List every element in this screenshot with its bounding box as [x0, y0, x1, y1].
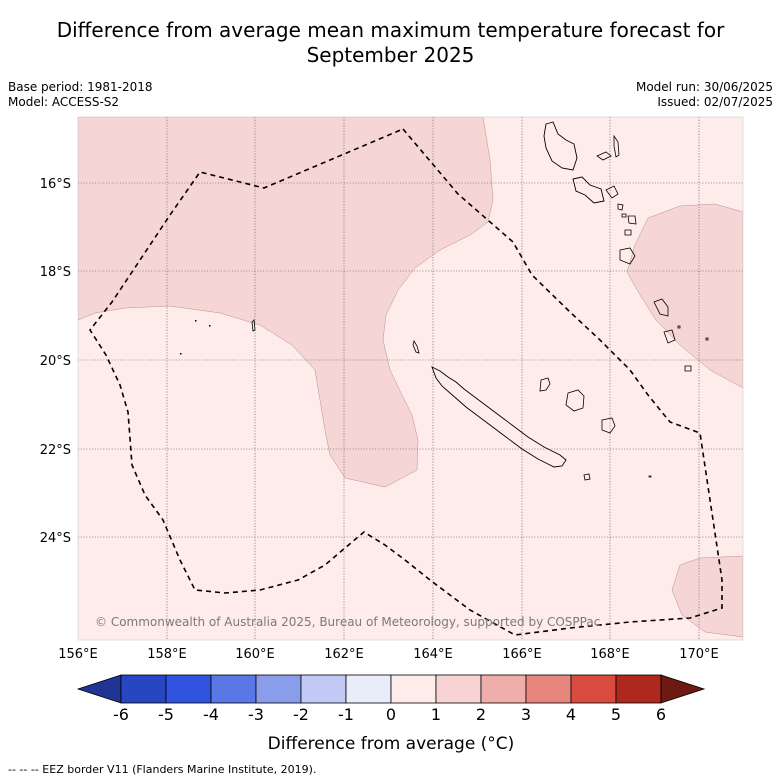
lon-label: 166°E [502, 647, 542, 662]
erromango-island [619, 247, 636, 265]
malakula-island [572, 176, 605, 204]
small-islet-3 [180, 353, 182, 355]
lon-label: 156°E [58, 647, 98, 662]
colorbar-bin [345, 674, 392, 704]
erromango-island-north [624, 229, 632, 236]
colorbar-bin [255, 674, 302, 704]
shepherd-islands [621, 213, 627, 218]
small-islet-1 [195, 320, 197, 322]
maewo-island [613, 134, 620, 158]
warm-anomaly-region-southeast [671, 555, 743, 638]
matthew-island [684, 365, 692, 372]
eez-border [89, 128, 723, 636]
longitude-labels: 156°E 158°E 160°E 162°E 164°E 166°E 168°… [58, 647, 719, 662]
colorbar-arrow-low [76, 674, 122, 704]
colorbar-bin [300, 674, 347, 704]
colorbar-bin [615, 674, 662, 704]
colorbar-tick: 5 [611, 705, 621, 724]
meta-left: Base period: 1981-2018 Model: ACCESS-S2 [8, 80, 153, 110]
latitude-labels: 16°S 18°S 20°S 22°S 24°S [40, 177, 71, 546]
colorbar-tick: 2 [476, 705, 486, 724]
lon-label: 162°E [324, 647, 364, 662]
new-caledonia-island [431, 366, 567, 468]
base-period: Base period: 1981-2018 [8, 80, 153, 94]
ambae-island [596, 151, 612, 161]
lat-label: 18°S [40, 265, 71, 280]
title-line-1: Difference from average mean maximum tem… [56, 18, 725, 42]
copyright-text: © Commonwealth of Australia 2025, Bureau… [95, 615, 600, 629]
pentecost-ambrym-islands [605, 185, 619, 199]
issued-date: Issued: 02/07/2025 [657, 95, 773, 109]
colorbar-tick: 4 [566, 705, 576, 724]
colorbar-arrow-high [660, 674, 706, 704]
model-run: Model run: 30/06/2025 [635, 80, 773, 94]
walpole-island [648, 475, 652, 478]
colorbar-bin [165, 674, 212, 704]
colorbar-bin [390, 674, 437, 704]
small-islet-2 [209, 325, 211, 327]
colorbar-tick: -3 [248, 705, 264, 724]
epi-island [617, 203, 624, 211]
colorbar-bin [120, 674, 167, 704]
colorbar-tick: 3 [521, 705, 531, 724]
map-frame [77, 116, 744, 641]
graticule [78, 117, 743, 640]
warm-anomaly-region-east [626, 203, 743, 389]
colorbar-tick: 1 [431, 705, 441, 724]
futuna-island [677, 325, 681, 329]
lat-label: 20°S [40, 354, 71, 369]
colorbar-tick: 6 [656, 705, 666, 724]
map-panel: © Commonwealth of Australia 2025, Bureau… [78, 117, 743, 640]
tanna-island [653, 298, 669, 317]
lon-label: 158°E [147, 647, 187, 662]
ouvea-island [539, 377, 551, 392]
colorbar-tick: -2 [293, 705, 309, 724]
aniwa-island [705, 337, 709, 341]
lon-label: 170°E [679, 647, 719, 662]
colorbar-tick: -6 [113, 705, 129, 724]
aneityum-island [663, 329, 676, 344]
colorbar-bin [525, 674, 572, 704]
model-name: Model: ACCESS-S2 [8, 95, 120, 109]
colorbar-bin [210, 674, 257, 704]
lon-label: 164°E [413, 647, 453, 662]
lat-label: 16°S [40, 177, 71, 192]
colorbar [76, 674, 706, 704]
mare-island [601, 417, 616, 434]
chesterfield-reef [251, 319, 256, 332]
efate-island [627, 215, 637, 225]
eez-footer-note: -- -- -- EEZ border V11 (Flanders Marine… [8, 763, 317, 776]
warm-anomaly-region-west [78, 117, 494, 488]
espiritu-santo-island [543, 121, 578, 171]
colorbar-tick: -4 [203, 705, 219, 724]
belep-islands [412, 339, 420, 354]
colorbar-bin [480, 674, 527, 704]
colorbar-bin [570, 674, 617, 704]
colorbar-tick: -5 [158, 705, 174, 724]
colorbar-tick: 0 [386, 705, 396, 724]
colorbar-bin [435, 674, 482, 704]
lat-label: 22°S [40, 443, 71, 458]
meta-right: Model run: 30/06/2025 Issued: 02/07/2025 [636, 80, 773, 110]
title-line-2: September 2025 [306, 43, 475, 67]
colorbar-title: Difference from average (°C) [268, 734, 515, 754]
lon-label: 168°E [590, 647, 630, 662]
map-title: Difference from average mean maximum tem… [0, 18, 781, 68]
colorbar-tick: -1 [338, 705, 354, 724]
isle-of-pines [583, 473, 591, 481]
lat-label: 24°S [40, 531, 71, 546]
lifou-island [565, 389, 585, 412]
colorbar-ticks: -6 -5 -4 -3 -2 -1 0 1 2 3 4 5 6 [113, 705, 666, 724]
lon-label: 160°E [235, 647, 275, 662]
